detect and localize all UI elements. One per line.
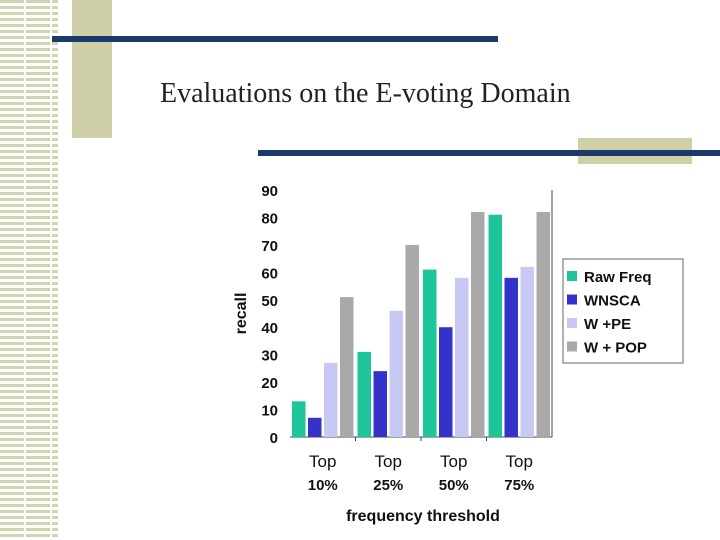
y-tick-label: 50 <box>261 293 278 310</box>
bar-wnsca <box>504 277 518 437</box>
y-tick-label: 60 <box>261 265 278 282</box>
y-axis-label: recall <box>233 293 250 335</box>
legend-swatch <box>567 318 577 328</box>
x-tick-label-pct: 50% <box>439 477 469 494</box>
bar-w-pop <box>536 211 550 437</box>
decorative-stripe <box>0 0 58 540</box>
legend-swatch <box>567 294 577 305</box>
x-tick-label-top: Top <box>506 452 533 471</box>
bar-raw-freq <box>423 269 437 437</box>
y-tick-label: 90 <box>261 183 278 200</box>
legend-swatch <box>567 271 577 281</box>
x-tick-label-top: Top <box>440 452 467 471</box>
bar-w-pe <box>520 266 534 437</box>
legend-label: W +PE <box>584 316 631 333</box>
bar-raw-freq <box>292 401 306 437</box>
bar-w-pop <box>405 244 419 437</box>
legend-label: WNSCA <box>584 293 641 310</box>
x-tick-label-pct: 75% <box>504 477 534 494</box>
y-tick-label: 40 <box>261 320 278 337</box>
y-tick-label: 20 <box>261 375 278 392</box>
x-tick-label-top: Top <box>375 452 402 471</box>
bar-wnsca <box>439 327 453 437</box>
bar-w-pe <box>389 310 403 437</box>
bar-wnsca <box>373 371 387 437</box>
y-tick-label: 70 <box>261 238 278 255</box>
bar-w-pop <box>340 297 354 437</box>
y-tick-label: 0 <box>270 430 278 447</box>
bar-raw-freq <box>357 351 371 437</box>
bar-wnsca <box>308 417 322 437</box>
accent-bar-right <box>258 150 720 156</box>
decorative-block-top <box>72 0 112 138</box>
legend-swatch <box>567 341 577 352</box>
x-tick-label-top: Top <box>309 452 336 471</box>
bar-w-pop <box>471 211 485 437</box>
y-tick-label: 80 <box>261 210 278 227</box>
slide-title: Evaluations on the E-voting Domain <box>160 78 571 109</box>
bar-w-pe <box>324 362 338 437</box>
legend-box <box>562 258 684 364</box>
y-tick-label: 30 <box>261 348 278 365</box>
x-axis-label: frequency threshold <box>346 508 500 525</box>
bar-raw-freq <box>488 214 502 437</box>
legend-label: W + POP <box>584 340 647 357</box>
bar-w-pe <box>455 277 469 437</box>
accent-bar-top <box>52 36 498 42</box>
y-tick-label: 10 <box>261 403 278 420</box>
x-tick-label-pct: 25% <box>373 477 403 494</box>
x-tick-label-pct: 10% <box>308 477 338 494</box>
legend-label: Raw Freq <box>584 269 652 286</box>
